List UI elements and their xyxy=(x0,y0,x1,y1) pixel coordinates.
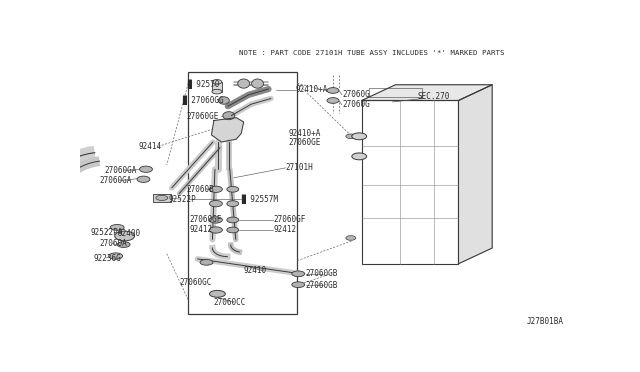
Ellipse shape xyxy=(227,201,239,206)
Ellipse shape xyxy=(327,97,339,103)
Ellipse shape xyxy=(227,217,239,223)
Ellipse shape xyxy=(137,176,150,182)
Ellipse shape xyxy=(200,260,213,265)
Ellipse shape xyxy=(110,225,124,230)
Ellipse shape xyxy=(109,253,123,259)
Text: 27060GF: 27060GF xyxy=(189,215,221,224)
Text: 27060GC: 27060GC xyxy=(179,278,212,287)
Text: 27060G: 27060G xyxy=(343,90,371,99)
Text: 27060GA: 27060GA xyxy=(105,166,137,175)
Bar xyxy=(212,82,222,92)
Text: 92400: 92400 xyxy=(117,229,140,238)
Polygon shape xyxy=(211,118,244,142)
Ellipse shape xyxy=(209,186,222,192)
Text: 27060G: 27060G xyxy=(343,100,371,109)
Text: 92410+A: 92410+A xyxy=(296,84,328,93)
Ellipse shape xyxy=(252,79,264,88)
Polygon shape xyxy=(362,85,492,100)
Bar xyxy=(188,72,297,314)
Ellipse shape xyxy=(352,153,367,160)
Text: ▉ 92557M: ▉ 92557M xyxy=(241,195,278,204)
Ellipse shape xyxy=(140,166,152,172)
Ellipse shape xyxy=(209,291,225,297)
Text: 27060GB: 27060GB xyxy=(306,269,338,278)
Ellipse shape xyxy=(209,217,222,223)
Text: 27060B: 27060B xyxy=(187,185,214,194)
Ellipse shape xyxy=(117,242,130,247)
Text: 27060GE: 27060GE xyxy=(187,112,219,121)
Ellipse shape xyxy=(227,227,239,233)
Ellipse shape xyxy=(292,282,305,288)
Ellipse shape xyxy=(209,227,222,233)
Ellipse shape xyxy=(209,201,222,207)
Ellipse shape xyxy=(327,87,339,93)
Bar xyxy=(369,87,422,97)
Text: 92522PA: 92522PA xyxy=(91,228,124,237)
Text: 92522P: 92522P xyxy=(168,195,196,204)
Ellipse shape xyxy=(352,133,367,140)
Text: 27101H: 27101H xyxy=(286,163,314,172)
Text: 27060GE: 27060GE xyxy=(288,138,321,147)
Text: 92410+A: 92410+A xyxy=(288,129,321,138)
Text: J27B01BA: J27B01BA xyxy=(527,317,564,326)
Text: 27060A: 27060A xyxy=(100,239,127,248)
Text: 27060GB: 27060GB xyxy=(306,281,338,290)
Ellipse shape xyxy=(156,195,168,201)
Ellipse shape xyxy=(223,112,235,120)
Text: 27060CC: 27060CC xyxy=(214,298,246,307)
Bar xyxy=(362,100,458,264)
Ellipse shape xyxy=(237,79,250,88)
Ellipse shape xyxy=(218,97,229,104)
Text: 92410: 92410 xyxy=(244,266,267,275)
Ellipse shape xyxy=(346,236,356,240)
Ellipse shape xyxy=(212,80,222,84)
Text: SEC.270: SEC.270 xyxy=(417,92,450,101)
Ellipse shape xyxy=(212,89,222,94)
Text: 92412: 92412 xyxy=(189,225,212,234)
Text: ▉ 92570: ▉ 92570 xyxy=(187,80,219,90)
Ellipse shape xyxy=(292,271,305,277)
Bar xyxy=(154,193,171,202)
Polygon shape xyxy=(458,85,492,264)
Ellipse shape xyxy=(346,134,356,139)
Text: 27060GA: 27060GA xyxy=(100,176,132,185)
Text: NOTE : PART CODE 27101H TUBE ASSY INCLUDES '*' MARKED PARTS: NOTE : PART CODE 27101H TUBE ASSY INCLUD… xyxy=(239,49,504,56)
Text: 92414: 92414 xyxy=(138,142,162,151)
Ellipse shape xyxy=(227,186,239,192)
Text: 27060GF: 27060GF xyxy=(273,215,306,224)
Ellipse shape xyxy=(115,231,134,241)
Text: 92236G: 92236G xyxy=(94,254,122,263)
Text: ▉ 27060GG: ▉ 27060GG xyxy=(182,96,223,105)
Text: 92412: 92412 xyxy=(273,225,296,234)
